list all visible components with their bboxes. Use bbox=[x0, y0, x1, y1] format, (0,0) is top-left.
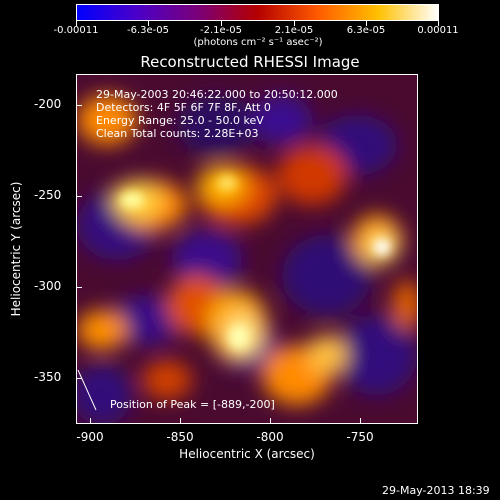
colorbar-tick-label: -0.00011 bbox=[53, 25, 99, 36]
y-axis-tick bbox=[76, 287, 82, 288]
x-axis-tick-label: -800 bbox=[256, 430, 284, 444]
time-range-label: 29-May-2003 20:46:22.000 to 20:50:12.000 bbox=[96, 88, 338, 101]
colorbar-tick-label: 2.1e-05 bbox=[274, 25, 314, 36]
reconstructed-image bbox=[77, 75, 417, 423]
image-plot bbox=[76, 74, 418, 424]
y-axis-label: Heliocentric Y (arcsec) bbox=[9, 181, 23, 317]
y-axis-tick bbox=[76, 105, 82, 106]
colorbar-tick bbox=[76, 21, 77, 26]
colorbar-units: (photons cm⁻² s⁻¹ asec⁻²) bbox=[193, 37, 323, 48]
colorbar-tick bbox=[221, 21, 222, 26]
colorbar-tick-label: -6.3e-05 bbox=[127, 25, 169, 36]
flux-map bbox=[77, 95, 417, 423]
x-axis-tick bbox=[360, 418, 361, 424]
clean-counts-label: Clean Total counts: 2.28E+03 bbox=[96, 127, 259, 140]
colorbar-tick-label: -2.1e-05 bbox=[200, 25, 242, 36]
y-axis-tick-label: -350 bbox=[34, 370, 62, 384]
energy-range-label: Energy Range: 25.0 - 50.0 keV bbox=[96, 114, 264, 127]
colorbar-tick bbox=[294, 21, 295, 26]
y-axis-tick-label: -250 bbox=[34, 188, 62, 202]
colorbar-tick-label: 6.3e-05 bbox=[346, 25, 386, 36]
x-axis-tick-label: -850 bbox=[166, 430, 194, 444]
colorbar-tick-label: 0.00011 bbox=[417, 25, 459, 36]
y-axis-tick-label: -300 bbox=[34, 279, 62, 293]
x-axis-tick-label: -900 bbox=[76, 430, 104, 444]
x-axis-tick bbox=[270, 418, 271, 424]
x-axis-tick-label: -750 bbox=[346, 430, 374, 444]
detectors-label: Detectors: 4F 5F 6F 7F 8F, Att 0 bbox=[96, 101, 271, 114]
colorbar bbox=[76, 4, 439, 21]
x-axis-tick bbox=[90, 418, 91, 424]
y-axis-tick bbox=[76, 196, 82, 197]
colorbar-tick bbox=[438, 21, 439, 26]
x-axis-tick bbox=[180, 418, 181, 424]
peak-position-label: Position of Peak = [-889,-200] bbox=[110, 398, 275, 411]
x-axis-label: Heliocentric X (arcsec) bbox=[179, 447, 315, 461]
y-axis-tick-label: -200 bbox=[34, 97, 62, 111]
y-axis-tick bbox=[76, 378, 82, 379]
image-title: Reconstructed RHESSI Image bbox=[140, 53, 360, 71]
colorbar-tick bbox=[366, 21, 367, 26]
peak-marker-line bbox=[77, 369, 97, 411]
timestamp: 29-May-2013 18:39 bbox=[382, 484, 490, 497]
colorbar-tick bbox=[148, 21, 149, 26]
